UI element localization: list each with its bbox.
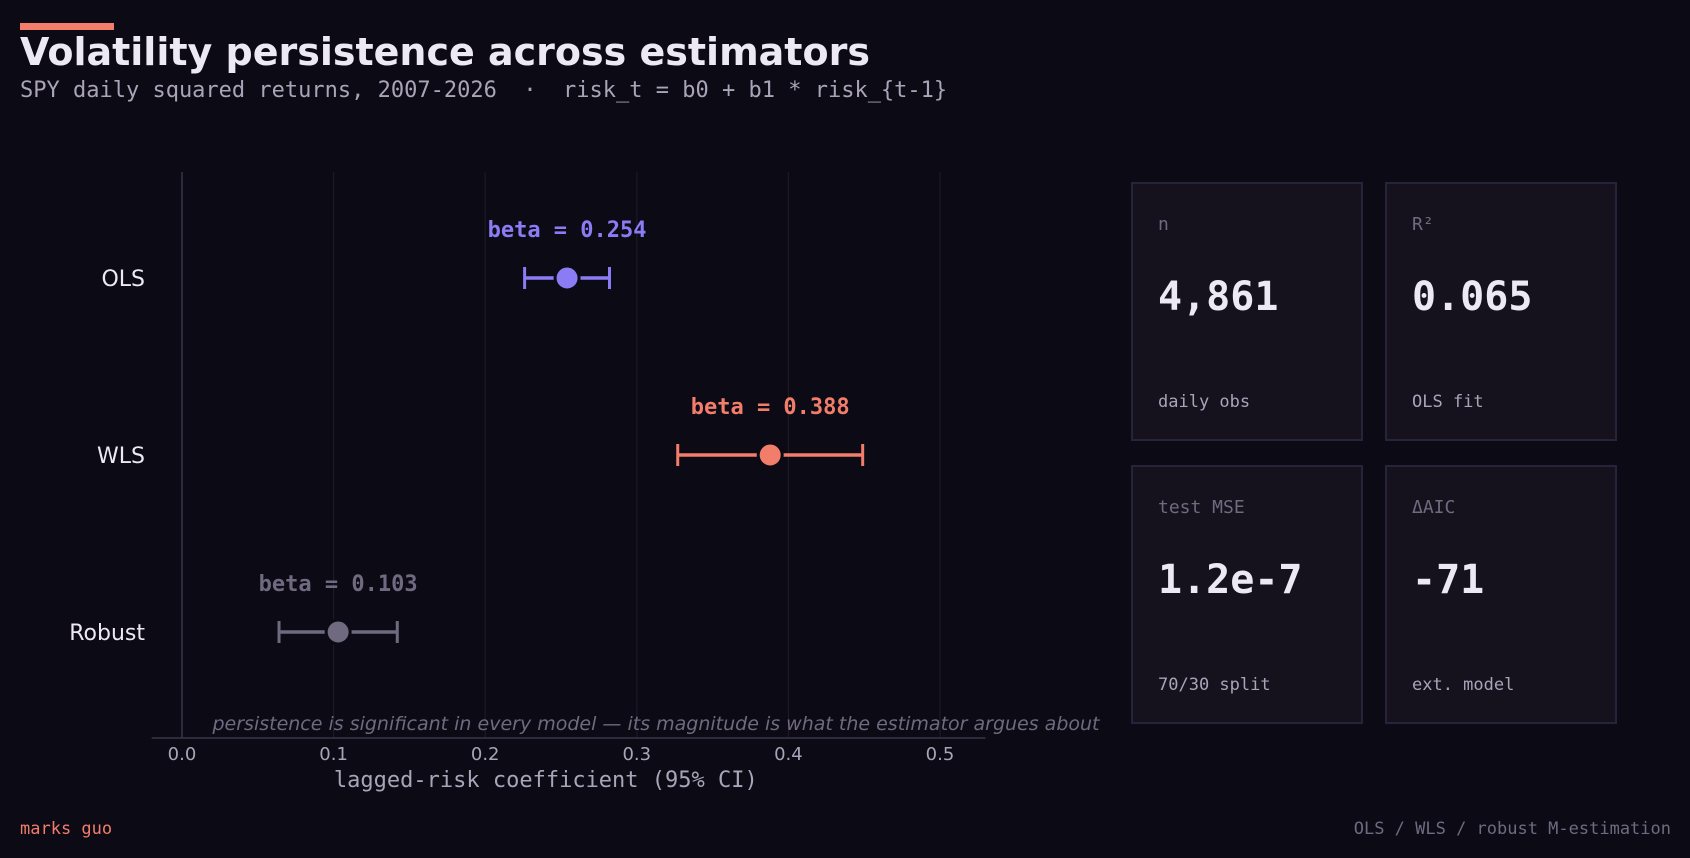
x-tick-label: 0.3 xyxy=(622,744,651,765)
row-label-ols: OLS xyxy=(101,267,145,292)
author-credit: marks guo xyxy=(20,819,113,839)
stat-value: -71 xyxy=(1412,557,1485,603)
estimate-label: beta = 0.103 xyxy=(259,572,418,597)
stat-caption: daily obs xyxy=(1158,392,1251,412)
x-axis-label: lagged-risk coefficient (95% CI) xyxy=(334,768,758,793)
x-tick-label: 0.2 xyxy=(471,744,500,765)
stat-card-n: n 4,861 daily obs xyxy=(1131,182,1363,441)
estimate-point xyxy=(756,441,784,469)
stat-caption: ext. model xyxy=(1412,675,1515,695)
x-tick-label: 0.5 xyxy=(926,744,955,765)
chart-annotation: persistence is significant in every mode… xyxy=(211,713,1101,735)
row-label-robust: Robust xyxy=(69,621,145,646)
methods-note: OLS / WLS / robust M-estimation xyxy=(1353,819,1671,839)
stat-value: 1.2e-7 xyxy=(1158,557,1303,603)
stat-value: 0.065 xyxy=(1412,274,1533,320)
stat-value: 4,861 xyxy=(1158,274,1279,320)
stat-card-delta-aic: ΔAIC -71 ext. model xyxy=(1385,465,1617,724)
stat-caption: 70/30 split xyxy=(1158,675,1271,695)
estimate-label: beta = 0.388 xyxy=(691,395,850,420)
x-tick-label: 0.4 xyxy=(774,744,803,765)
stat-caption: OLS fit xyxy=(1412,392,1484,412)
x-tick-label: 0.1 xyxy=(319,744,348,765)
x-tick-label: 0.0 xyxy=(168,744,197,765)
row-label-wls: WLS xyxy=(97,444,145,469)
stat-label: test MSE xyxy=(1158,497,1245,518)
estimate-point xyxy=(324,618,352,646)
forest-plot: 0.0 0.1 0.2 0.3 0.4 0.5 lagged-risk coefficien… xyxy=(69,172,1101,793)
stat-card-test-mse: test MSE 1.2e-7 70/30 split xyxy=(1131,465,1363,724)
title-accent-bar xyxy=(20,23,114,30)
stat-label: R² xyxy=(1412,214,1434,235)
stat-label: n xyxy=(1158,214,1169,235)
stat-label: ΔAIC xyxy=(1412,497,1456,518)
page-title: Volatility persistence across estimators xyxy=(20,30,870,74)
stat-card-r2: R² 0.065 OLS fit xyxy=(1385,182,1617,441)
page-subtitle: SPY daily squared returns, 2007-2026 · r… xyxy=(20,78,948,103)
estimate-point xyxy=(553,264,581,292)
estimate-label: beta = 0.254 xyxy=(488,218,647,243)
